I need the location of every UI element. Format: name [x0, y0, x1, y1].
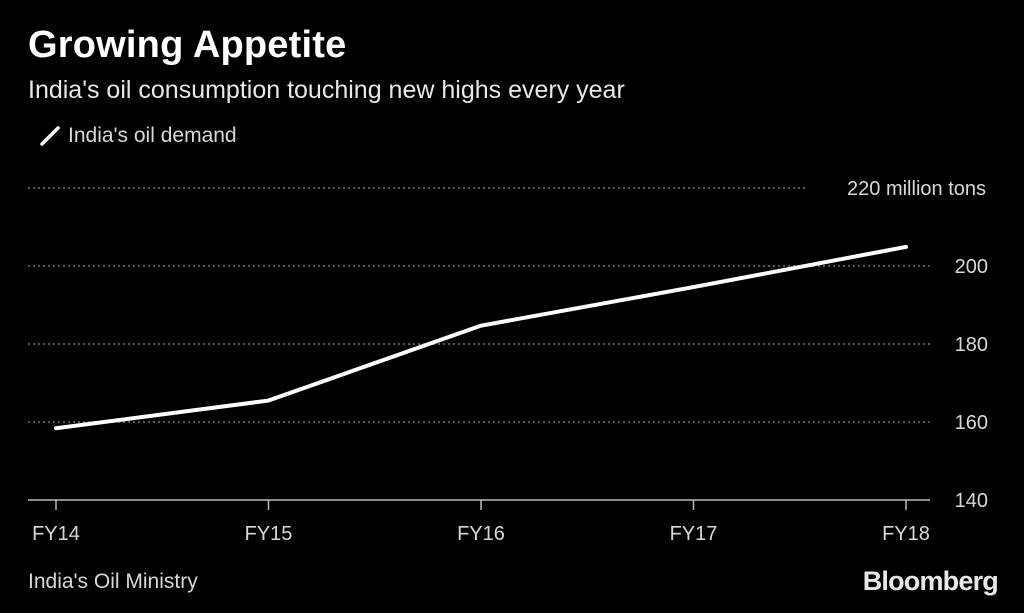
bloomberg-logo: Bloomberg [862, 566, 999, 596]
chart-subtitle: India's oil consumption touching new hig… [28, 76, 625, 104]
legend-label: India's oil demand [68, 124, 237, 147]
x-tick-label-FY18: FY18 [882, 523, 930, 545]
chart-title: Growing Appetite [28, 24, 347, 66]
y-tick-label-140: 140 [955, 490, 988, 512]
series-line-oil-demand [54, 244, 908, 431]
x-tick-label-FY16: FY16 [457, 523, 505, 545]
y-tick-label-220: 220 million tons [847, 178, 986, 200]
legend: India's oil demand [40, 124, 237, 148]
y-tick-label-200: 200 [955, 256, 988, 278]
y-tick-label-bg [808, 174, 990, 202]
source-note: India's Oil Ministry [28, 570, 198, 593]
x-tick-label-FY17: FY17 [670, 523, 718, 545]
y-tick-label-180: 180 [955, 334, 988, 356]
x-tick-label-FY15: FY15 [245, 523, 293, 545]
legend-line-icon [40, 126, 60, 146]
y-tick-label-160: 160 [955, 412, 988, 434]
x-tick-label-FY14: FY14 [32, 523, 80, 545]
